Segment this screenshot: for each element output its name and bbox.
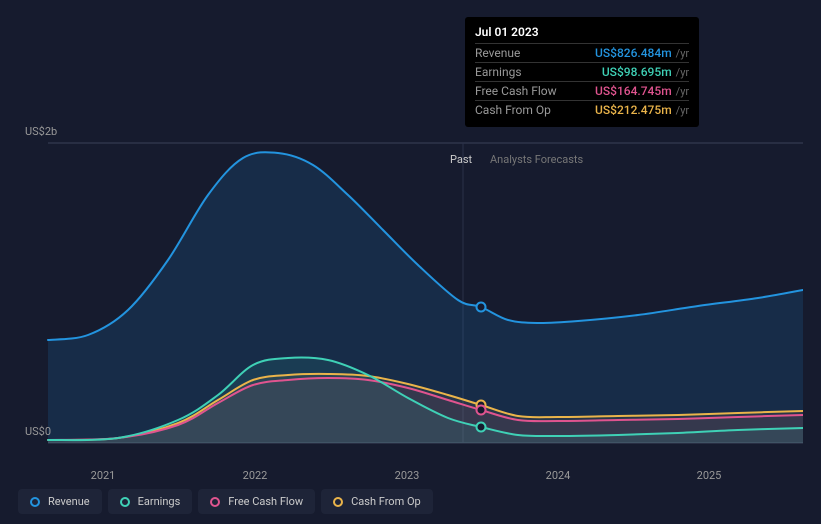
legend-label: Earnings (138, 495, 181, 508)
tooltip-metric-label: Earnings (475, 65, 575, 79)
tooltip-date: Jul 01 2023 (475, 25, 689, 39)
tooltip-metric-value: US$98.695m (602, 65, 672, 79)
yaxis-max-label: US$2b (25, 125, 57, 138)
xaxis-label: 2025 (697, 469, 722, 482)
legend-dot (210, 497, 220, 507)
tooltip-metric-suffix: /yr (676, 47, 689, 60)
legend-label: Cash From Op (351, 495, 421, 508)
chart-tooltip: Jul 01 2023 RevenueUS$826.484m/yrEarning… (465, 17, 699, 127)
tooltip-row: Cash From Op US$212.475m/yr (475, 100, 689, 119)
legend-label: Free Cash Flow (228, 495, 303, 508)
xaxis-label: 2023 (395, 469, 420, 482)
legend-item-free-cash-flow[interactable]: Free Cash Flow (198, 489, 315, 514)
legend-label: Revenue (48, 495, 90, 508)
tooltip-metric-label: Free Cash Flow (475, 84, 575, 98)
tooltip-metric-value: US$164.745m (595, 84, 672, 98)
legend-dot (333, 497, 343, 507)
yaxis-min-label: US$0 (25, 425, 51, 438)
tooltip-metric-value: US$212.475m (595, 103, 672, 117)
forecast-section-label: Analysts Forecasts (490, 153, 583, 166)
tooltip-row: Earnings US$98.695m/yr (475, 62, 689, 81)
tooltip-metric-suffix: /yr (676, 85, 689, 98)
chart-legend: Revenue Earnings Free Cash Flow Cash From O… (18, 489, 433, 514)
legend-item-earnings[interactable]: Earnings (108, 489, 193, 514)
legend-dot (30, 497, 40, 507)
xaxis-label: 2022 (243, 469, 268, 482)
tooltip-metric-label: Cash From Op (475, 103, 575, 117)
legend-dot (120, 497, 130, 507)
tooltip-metric-value: US$826.484m (595, 46, 672, 60)
legend-item-cash-from-op[interactable]: Cash From Op (321, 489, 433, 514)
tooltip-metric-suffix: /yr (676, 104, 689, 117)
tooltip-metric-label: Revenue (475, 46, 575, 60)
xaxis-label: 2021 (91, 469, 116, 482)
tooltip-row: Revenue US$826.484m/yr (475, 43, 689, 62)
tooltip-row: Free Cash Flow US$164.745m/yr (475, 81, 689, 100)
past-section-label: Past (450, 153, 472, 166)
tooltip-metric-suffix: /yr (676, 66, 689, 79)
legend-item-revenue[interactable]: Revenue (18, 489, 102, 514)
xaxis-label: 2024 (546, 469, 571, 482)
